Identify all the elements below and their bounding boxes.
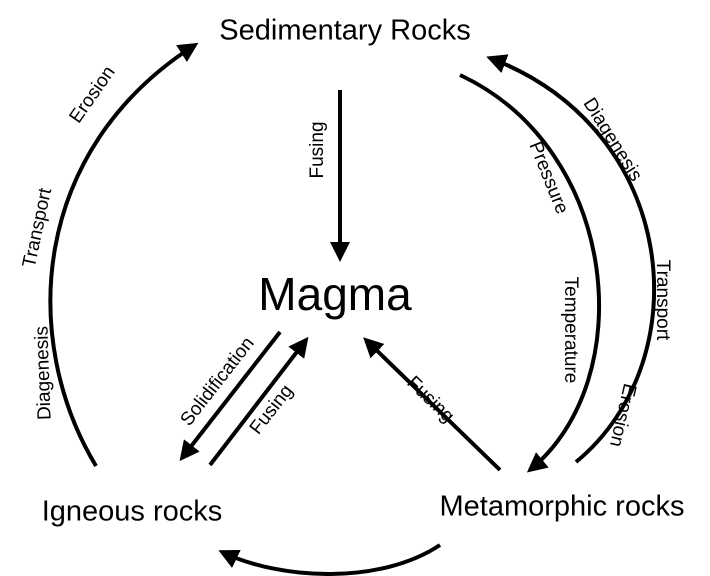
edge-label: Diagenesis [31, 326, 55, 421]
arrow [208, 336, 309, 467]
node-label: Magma [258, 268, 412, 320]
node-label: Sedimentary Rocks [219, 15, 470, 47]
edge-label: Erosion [605, 381, 640, 448]
node-label: Metamorphic rocks [440, 491, 685, 523]
arrow [486, 54, 657, 464]
arrow [48, 42, 199, 468]
edge-label: Diagenesis [579, 94, 647, 185]
node-label: Igneous rocks [42, 496, 223, 528]
arrow [218, 543, 442, 576]
edge-label: Transport [19, 186, 56, 270]
edge-label: Fusing [403, 372, 459, 427]
edge-label: Transport [652, 260, 673, 341]
arrow [179, 330, 282, 462]
edge-label: Fusing [307, 121, 328, 178]
arrow [363, 337, 502, 472]
edge-label: Temperature [560, 277, 581, 384]
arrow [459, 73, 602, 473]
